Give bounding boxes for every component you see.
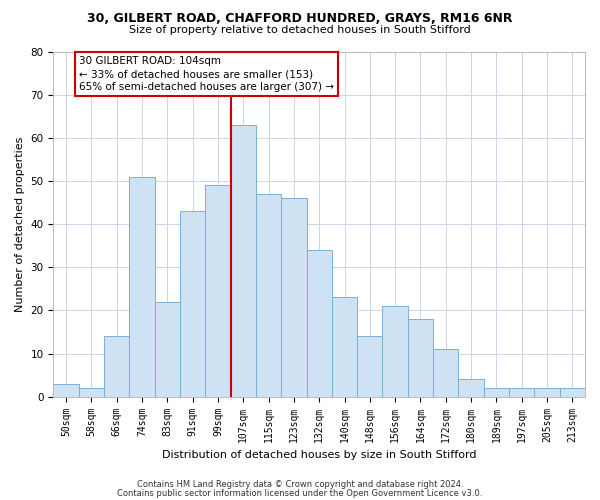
Bar <box>535 388 560 396</box>
Bar <box>382 306 408 396</box>
Bar <box>408 319 433 396</box>
Text: 30 GILBERT ROAD: 104sqm
← 33% of detached houses are smaller (153)
65% of semi-d: 30 GILBERT ROAD: 104sqm ← 33% of detache… <box>79 56 334 92</box>
Bar <box>332 298 357 396</box>
Bar <box>130 176 155 396</box>
Bar <box>205 186 230 396</box>
Bar <box>230 125 256 396</box>
Text: Contains public sector information licensed under the Open Government Licence v3: Contains public sector information licen… <box>118 488 482 498</box>
Bar <box>180 211 205 396</box>
Bar <box>104 336 130 396</box>
Bar <box>433 349 458 397</box>
Bar <box>357 336 382 396</box>
Y-axis label: Number of detached properties: Number of detached properties <box>15 136 25 312</box>
Bar <box>79 388 104 396</box>
Bar <box>307 250 332 396</box>
Text: 30, GILBERT ROAD, CHAFFORD HUNDRED, GRAYS, RM16 6NR: 30, GILBERT ROAD, CHAFFORD HUNDRED, GRAY… <box>87 12 513 26</box>
Bar <box>155 302 180 396</box>
Bar <box>458 380 484 396</box>
Text: Contains HM Land Registry data © Crown copyright and database right 2024.: Contains HM Land Registry data © Crown c… <box>137 480 463 489</box>
Bar <box>53 384 79 396</box>
Bar <box>509 388 535 396</box>
Bar <box>256 194 281 396</box>
X-axis label: Distribution of detached houses by size in South Stifford: Distribution of detached houses by size … <box>162 450 476 460</box>
Bar <box>484 388 509 396</box>
Bar <box>560 388 585 396</box>
Bar <box>281 198 307 396</box>
Text: Size of property relative to detached houses in South Stifford: Size of property relative to detached ho… <box>129 25 471 35</box>
